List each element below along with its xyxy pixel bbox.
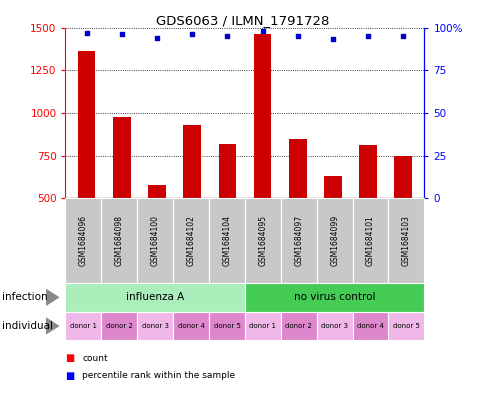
Text: GSM1684102: GSM1684102 xyxy=(186,215,195,266)
Point xyxy=(363,33,371,39)
Text: donor 2: donor 2 xyxy=(106,323,133,329)
Text: GSM1684098: GSM1684098 xyxy=(115,215,123,266)
Bar xyxy=(253,34,271,284)
Bar xyxy=(288,139,306,284)
Point xyxy=(188,31,196,37)
Point xyxy=(328,36,336,42)
Point xyxy=(398,33,406,39)
Bar xyxy=(393,156,411,284)
Point xyxy=(83,29,91,36)
Text: donor 4: donor 4 xyxy=(356,323,383,329)
Bar xyxy=(148,185,166,284)
Text: ■: ■ xyxy=(65,371,75,381)
Text: percentile rank within the sample: percentile rank within the sample xyxy=(82,371,235,380)
Text: donor 5: donor 5 xyxy=(392,323,419,329)
Bar xyxy=(77,51,95,284)
Bar xyxy=(218,144,236,284)
Text: donor 2: donor 2 xyxy=(285,323,312,329)
Text: GDS6063 / ILMN_1791728: GDS6063 / ILMN_1791728 xyxy=(155,14,329,27)
Text: count: count xyxy=(82,354,108,362)
Text: no virus control: no virus control xyxy=(293,292,375,302)
Bar xyxy=(113,117,130,284)
Text: GSM1684096: GSM1684096 xyxy=(79,215,88,266)
Text: GSM1684101: GSM1684101 xyxy=(365,215,374,266)
Text: GSM1684104: GSM1684104 xyxy=(222,215,231,266)
Text: individual: individual xyxy=(2,321,53,331)
Text: ■: ■ xyxy=(65,353,75,363)
Text: donor 3: donor 3 xyxy=(320,323,348,329)
Text: GSM1684100: GSM1684100 xyxy=(151,215,159,266)
Bar xyxy=(323,176,341,284)
Point xyxy=(293,33,301,39)
Text: GSM1684099: GSM1684099 xyxy=(330,215,338,266)
Text: infection: infection xyxy=(2,292,48,302)
Text: donor 1: donor 1 xyxy=(249,323,276,329)
Text: donor 5: donor 5 xyxy=(213,323,240,329)
Point xyxy=(223,33,231,39)
Text: influenza A: influenza A xyxy=(126,292,184,302)
Point xyxy=(153,35,161,41)
Text: donor 3: donor 3 xyxy=(141,323,168,329)
Text: GSM1684097: GSM1684097 xyxy=(294,215,302,266)
Bar xyxy=(359,145,376,284)
Point xyxy=(118,31,125,37)
Text: donor 1: donor 1 xyxy=(70,323,97,329)
Text: GSM1684095: GSM1684095 xyxy=(258,215,267,266)
Bar xyxy=(183,125,200,284)
Text: donor 4: donor 4 xyxy=(177,323,204,329)
Point xyxy=(258,28,266,34)
Text: GSM1684103: GSM1684103 xyxy=(401,215,410,266)
